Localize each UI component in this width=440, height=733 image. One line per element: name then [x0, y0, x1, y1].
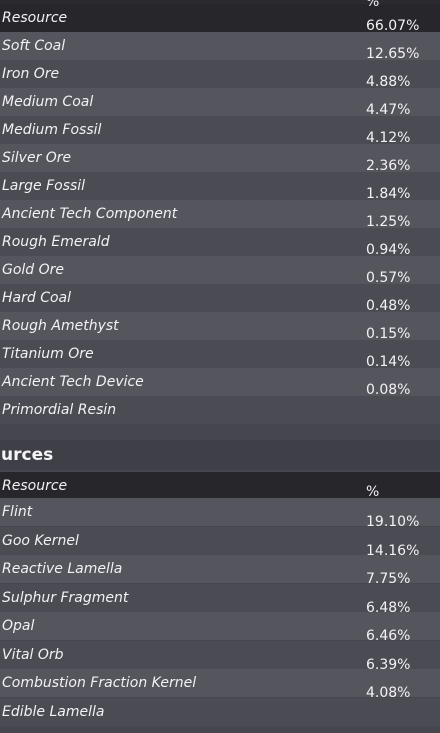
resource-percent: 4.12% [366, 130, 411, 146]
table-row: Medium Fossil 4.47% [0, 102, 440, 144]
table-row: Goo Kernel 14.16% [0, 526, 440, 559]
resource-name: Rough Amethyst [2, 318, 119, 334]
resource-percent: 7.75% [366, 571, 411, 587]
resource-percent: 2.36% [366, 158, 411, 174]
resource-name: Opal [2, 618, 35, 634]
resource-percent: 0.15% [366, 326, 411, 342]
table1-header-percent: % [366, 0, 380, 10]
table-row: Sulphur Fragment 6.48% [0, 583, 440, 616]
resource-name: Reactive Lamella [2, 561, 123, 577]
resource-percent: 6.48% [366, 599, 411, 616]
top-band [0, 0, 440, 4]
resource-name: Vital Orb [2, 646, 64, 663]
resource-name: Titanium Ore [2, 346, 94, 362]
resource-name: Soft Coal [2, 38, 66, 54]
table2-header-resource: Resource [2, 478, 68, 494]
resource-name: Sulphur Fragment [2, 589, 129, 606]
table-row: Flint 19.10% [0, 498, 440, 530]
resource-percent: 1.25% [366, 214, 411, 230]
resource-name: Large Fossil [2, 178, 86, 194]
resource-percent: 4.47% [366, 102, 411, 118]
resource-percent: 4.88% [366, 74, 411, 90]
resource-name: Gold Ore [2, 262, 65, 278]
table-row: Gold Ore 0.94% [0, 242, 440, 284]
resource-percent: 0.94% [366, 242, 411, 258]
table2-header: Resource % [0, 472, 440, 500]
resource-name: Iron Ore [2, 66, 60, 82]
resource-percent: 6.46% [366, 628, 411, 644]
table-row: Titanium Ore 0.15% [0, 326, 440, 368]
table-row: Combustion Fraction Kernel 4.08% [0, 669, 440, 701]
resource-name: Ancient Tech Device [2, 374, 144, 390]
table-row: Reactive Lamella 7.75% [0, 555, 440, 587]
resource-percent: 14.16% [366, 542, 420, 559]
resource-percent: 19.10% [366, 514, 420, 530]
resource-name: Rough Emerald [2, 234, 110, 250]
resource-percent: 0.48% [366, 298, 411, 314]
table2-header-percent: % [366, 484, 380, 500]
resource-name: Medium Coal [2, 94, 94, 110]
resource-percent: 66.07% [366, 18, 420, 34]
resource-name: Ancient Tech Component [2, 206, 178, 222]
table-row: Primordial Resin 0.08% [0, 382, 440, 424]
table-row: Medium Coal 4.88% [0, 74, 440, 116]
table-row: Silver Ore 4.12% [0, 130, 440, 172]
table-row: Iron Ore 12.65% [0, 46, 440, 88]
resource-name: Flint [2, 504, 33, 520]
table1-header: Resource % [0, 0, 440, 32]
table-row: Soft Coal 66.07% [0, 18, 440, 60]
section-title: urces [0, 440, 440, 470]
resource-name: Silver Ore [2, 150, 72, 166]
resource-percent: 6.39% [366, 656, 411, 673]
table-row: Edible Lamella [0, 697, 440, 726]
table-row: Rough Amethyst 0.48% [0, 298, 440, 340]
resource-name: Edible Lamella [2, 703, 105, 720]
resource-percent: 12.65% [366, 46, 420, 62]
table1-header-resource: Resource [2, 10, 68, 26]
table-row: Ancient Tech Component 1.84% [0, 186, 440, 228]
table-row: Ancient Tech Device 0.14% [0, 354, 440, 396]
resource-percent: 0.57% [366, 270, 411, 286]
table-row: Opal 6.46% [0, 612, 440, 644]
resource-name: Goo Kernel [2, 532, 79, 549]
resource-name: Combustion Fraction Kernel [2, 675, 197, 691]
resource-percent: 0.08% [366, 382, 411, 398]
resource-percent: 4.08% [366, 685, 411, 701]
table-row: Rough Emerald 1.25% [0, 214, 440, 256]
table-row: Hard Coal 0.57% [0, 270, 440, 312]
resource-name: Medium Fossil [2, 122, 102, 138]
table-row: Large Fossil 2.36% [0, 158, 440, 200]
resource-name: Hard Coal [2, 290, 72, 306]
resource-name: Primordial Resin [2, 402, 117, 418]
resource-percent: 0.14% [366, 354, 411, 370]
resource-percent: 1.84% [366, 186, 411, 202]
table-row: Vital Orb 6.39% [0, 640, 440, 673]
